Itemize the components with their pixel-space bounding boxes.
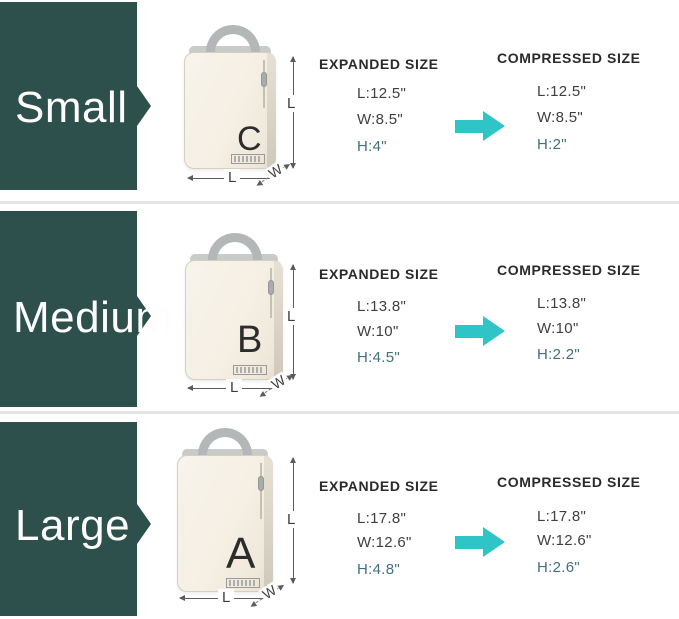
zipper-seam — [260, 463, 262, 519]
expanded-width-value: W:12.6" — [357, 534, 412, 551]
compress-arrow-icon — [455, 527, 505, 557]
height-dimension-line — [290, 56, 296, 169]
label-arrow-notch-icon — [137, 86, 151, 126]
bag-handle — [198, 428, 252, 462]
compressed-length-value: L:12.5" — [537, 83, 587, 100]
compressed-size-title: COMPRESSED SIZE — [497, 262, 641, 278]
bag-letter: B — [237, 319, 263, 361]
brand-patch — [231, 154, 265, 164]
compressed-width-value: W:8.5" — [537, 109, 584, 126]
arrow-shaft — [455, 536, 483, 549]
expanded-size-title: EXPANDED SIZE — [319, 478, 439, 494]
size-label-block — [0, 422, 137, 616]
length-dimension-label: L — [226, 379, 243, 396]
height-dimension-label: L — [283, 95, 300, 112]
zipper-pull-icon — [258, 476, 264, 491]
arrow-shaft — [455, 120, 483, 133]
compress-arrow-icon — [455, 316, 505, 346]
size-label-text: Small — [15, 83, 128, 132]
bag-letter: A — [226, 529, 256, 578]
brand-patch — [226, 578, 260, 588]
zipper-pull-icon — [261, 72, 267, 87]
bag-handle — [208, 233, 262, 267]
compressed-height-value: H:2.6" — [537, 559, 580, 576]
label-arrow-notch-icon — [137, 504, 151, 544]
bag-side-gusset — [267, 53, 276, 168]
compressed-height-value: H:2.2" — [537, 346, 580, 363]
expanded-height-value: H:4.8" — [357, 561, 400, 578]
expanded-size-title: EXPANDED SIZE — [319, 56, 439, 72]
expanded-length-value: L:17.8" — [357, 510, 407, 527]
length-dimension-label: L — [224, 169, 241, 186]
compressed-width-value: W:12.6" — [537, 532, 592, 549]
expanded-length-value: L:12.5" — [357, 85, 407, 102]
bag-letter: C — [237, 120, 262, 158]
bag-side-gusset — [264, 456, 273, 591]
expanded-width-value: W:8.5" — [357, 111, 404, 128]
arrow-head — [483, 111, 505, 141]
expanded-length-value: L:13.8" — [357, 298, 407, 315]
compress-arrow-icon — [455, 111, 505, 141]
size-label-text: Medium — [13, 293, 173, 342]
expanded-size-title: EXPANDED SIZE — [319, 266, 439, 282]
packing-cube-image — [177, 455, 273, 592]
compressed-length-value: L:17.8" — [537, 508, 587, 525]
length-dimension-label: L — [218, 589, 235, 606]
row-divider — [0, 201, 679, 204]
bag-side-gusset — [274, 261, 283, 379]
size-row-large: Large A L L W EXPANDED SIZE L:17.8" W:12… — [0, 414, 679, 619]
arrow-head — [483, 527, 505, 557]
compressed-height-value: H:2" — [537, 136, 567, 153]
expanded-height-value: H:4" — [357, 138, 387, 155]
expanded-width-value: W:10" — [357, 323, 399, 340]
size-label-block — [0, 211, 137, 407]
arrow-head — [483, 316, 505, 346]
size-label-text: Large — [15, 501, 131, 550]
brand-patch — [233, 365, 267, 375]
compressed-length-value: L:13.8" — [537, 295, 587, 312]
row-divider — [0, 411, 679, 414]
size-row-small: Small C L L W EXPANDED SIZE L:12.5" W:8.… — [0, 0, 679, 202]
bag-handle — [206, 25, 260, 59]
expanded-height-value: H:4.5" — [357, 349, 400, 366]
zipper-pull-icon — [268, 280, 274, 295]
height-dimension-label: L — [283, 511, 300, 528]
arrow-shaft — [455, 325, 483, 338]
size-row-medium: Medium B L L W EXPANDED SIZE L:13.8" W:1… — [0, 204, 679, 413]
packing-cube-image — [184, 52, 276, 169]
compressed-size-title: COMPRESSED SIZE — [497, 50, 641, 66]
compressed-size-title: COMPRESSED SIZE — [497, 474, 641, 490]
label-arrow-notch-icon — [137, 296, 151, 336]
compressed-width-value: W:10" — [537, 320, 579, 337]
height-dimension-label: L — [283, 308, 300, 325]
packing-cube-image — [185, 260, 283, 380]
size-label-block — [0, 2, 137, 190]
